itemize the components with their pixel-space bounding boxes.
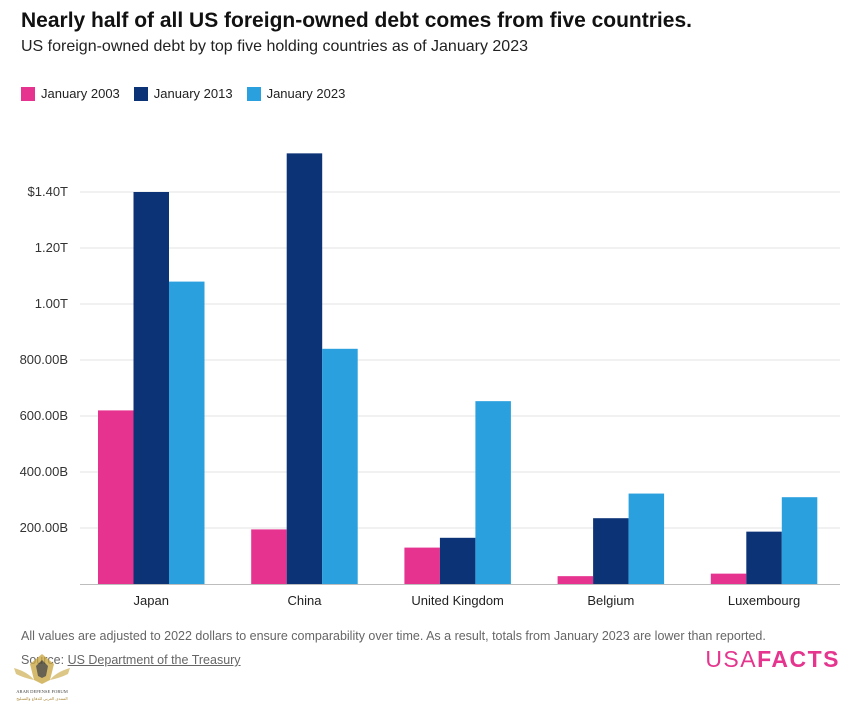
bar-china-2003 xyxy=(251,529,287,584)
y-tick-label: 600.00B xyxy=(20,408,68,423)
bar-japan-2023 xyxy=(169,281,205,584)
watermark-logo-icon: ARAB DEFENSE FORUM المنتدى العربي للدفاع… xyxy=(14,654,70,701)
axes: 200.00B 400.00B 600.00B 800.00B 1.00T 1.20T $1… xyxy=(20,184,840,608)
x-tick-label: Belgium xyxy=(587,593,634,608)
y-tick-label: 400.00B xyxy=(20,464,68,479)
bar-united-kingdom-2023 xyxy=(475,401,511,584)
legend-label-2003: January 2003 xyxy=(41,86,120,101)
bar-china-2023 xyxy=(322,348,358,584)
bar-chart: 200.00B 400.00B 600.00B 800.00B 1.00T 1.20T $1… xyxy=(20,153,840,608)
usafacts-logo: USAFACTS xyxy=(705,646,840,673)
y-tick-label: 200.00B xyxy=(20,520,68,535)
legend-item-2003: January 2003 xyxy=(21,86,120,101)
bars xyxy=(98,153,818,585)
bar-united-kingdom-2003 xyxy=(404,547,440,584)
y-tick-label: $1.40T xyxy=(28,184,69,199)
legend-item-2023: January 2023 xyxy=(246,86,346,101)
legend-label-2013: January 2013 xyxy=(153,86,233,101)
y-tick-label: 1.00T xyxy=(35,296,68,311)
bar-luxembourg-2013 xyxy=(746,531,782,584)
x-tick-label: China xyxy=(287,593,322,608)
legend: January 2003 January 2013 January 2023 xyxy=(21,86,359,101)
x-tick-label: Luxembourg xyxy=(728,593,800,608)
legend-swatch-2023 xyxy=(246,86,261,101)
y-tick-label: 1.20T xyxy=(35,240,68,255)
bar-belgium-2023 xyxy=(628,493,665,584)
gridlines xyxy=(80,191,840,529)
watermark-text-2: المنتدى العربي للدفاع والتسليح xyxy=(16,696,67,701)
x-tick-label: Japan xyxy=(134,593,169,608)
brand-part-2: FACTS xyxy=(757,646,840,672)
bar-belgium-2013 xyxy=(593,518,629,584)
chart-subtitle: US foreign-owned debt by top five holdin… xyxy=(21,38,528,55)
legend-label-2023: January 2023 xyxy=(266,86,346,101)
bar-united-kingdom-2013 xyxy=(439,537,476,584)
footnote: All values are adjusted to 2022 dollars … xyxy=(21,629,766,643)
legend-swatch-2013 xyxy=(133,86,148,101)
legend-swatch-2003 xyxy=(21,86,35,101)
bar-luxembourg-2003 xyxy=(710,573,747,584)
source-link[interactable]: US Department of the Treasury xyxy=(67,653,241,667)
legend-item-2013: January 2013 xyxy=(133,86,233,101)
y-tick-label: 800.00B xyxy=(20,352,68,367)
bar-japan-2013 xyxy=(133,192,169,584)
bar-belgium-2003 xyxy=(557,576,594,584)
brand-part-1: USA xyxy=(705,646,758,672)
x-tick-label: United Kingdom xyxy=(411,593,504,608)
chart-title: Nearly half of all US foreign-owned debt… xyxy=(21,9,692,32)
bar-china-2013 xyxy=(286,153,323,585)
bar-luxembourg-2023 xyxy=(781,497,818,584)
bar-japan-2003 xyxy=(98,410,134,584)
watermark-text-1: ARAB DEFENSE FORUM xyxy=(16,689,68,694)
